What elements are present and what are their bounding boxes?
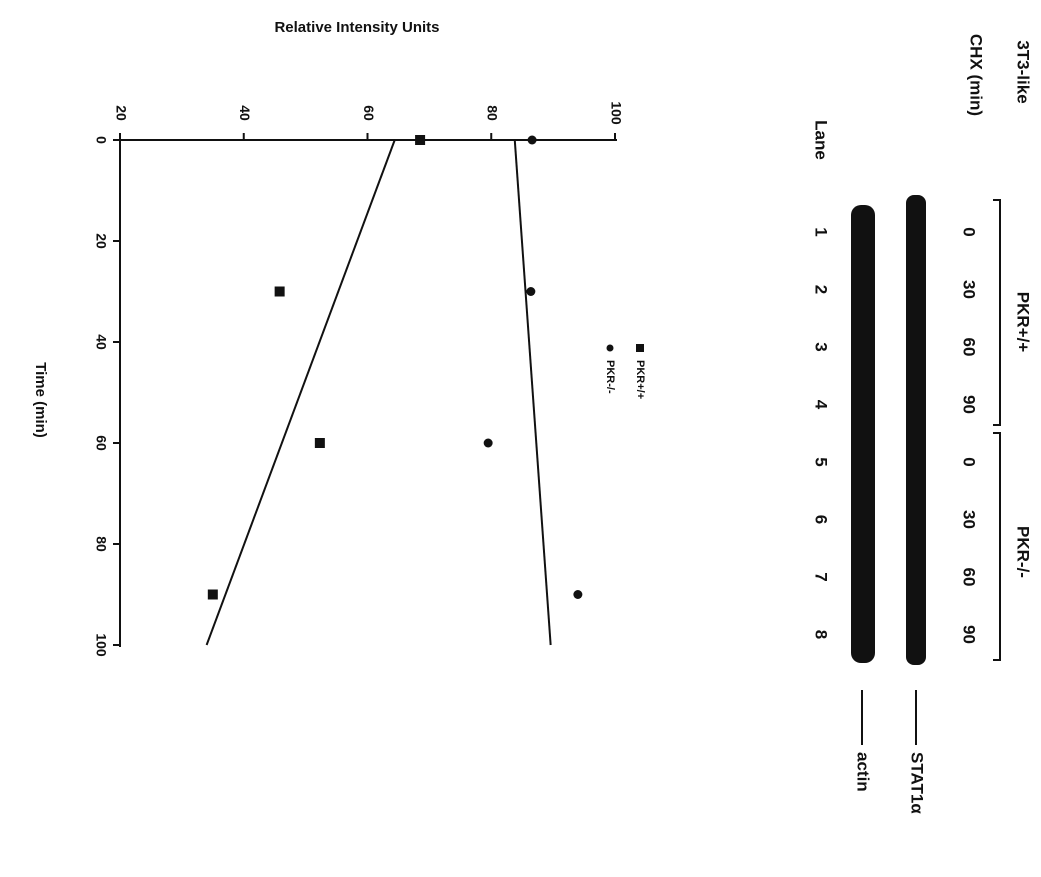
legend-marker	[636, 344, 644, 352]
chx-label: 90	[960, 625, 979, 644]
data-point	[208, 590, 218, 600]
data-point	[484, 439, 493, 448]
chx-label: 60	[960, 338, 979, 357]
time-tick-label: 40	[93, 334, 109, 350]
lane-number: 3	[812, 342, 831, 351]
time-tick-label: 80	[93, 536, 109, 552]
lane-number: 6	[812, 515, 831, 524]
data-point	[573, 590, 582, 599]
fit-line	[515, 140, 551, 645]
legend-label: PKR+/+	[634, 360, 646, 399]
group-label: PKR-/-	[1014, 526, 1033, 578]
lane-number: 7	[812, 572, 831, 581]
value-tick-label: 60	[361, 105, 377, 121]
chx-label: 0	[960, 227, 979, 236]
chx-label: 90	[960, 395, 979, 414]
band-label: STAT1α	[908, 752, 927, 814]
fit-line	[207, 140, 395, 645]
group-bracket	[993, 433, 1000, 660]
lane-number: 2	[812, 285, 831, 294]
lane-number: 1	[812, 227, 831, 236]
value-tick-label: 20	[113, 105, 129, 121]
legend-label: PKR-/-	[604, 360, 616, 394]
data-point	[315, 438, 325, 448]
figure: Relative Intensity Units Time (min) 2040…	[0, 0, 1041, 877]
data-point	[526, 287, 535, 296]
blot-header: 3T3-like	[1014, 40, 1033, 103]
chx-label: 30	[960, 280, 979, 299]
time-tick-label: 100	[93, 633, 109, 657]
legend-marker	[607, 345, 614, 352]
lane-label: Lane	[812, 120, 831, 160]
chx-label: 0	[960, 457, 979, 466]
band-label: actin	[854, 752, 873, 792]
lane-number: 4	[812, 400, 831, 410]
data-point	[275, 287, 285, 297]
value-tick-label: 100	[608, 101, 624, 125]
time-axis-title: Time (min)	[32, 362, 49, 438]
lane-number: 8	[812, 630, 831, 639]
group-label: PKR+/+	[1014, 292, 1033, 353]
treatment-label: CHX (min)	[967, 34, 986, 116]
time-tick-label: 0	[93, 136, 109, 144]
group-bracket	[993, 200, 1000, 425]
actin-band	[851, 205, 875, 663]
lane-number: 5	[812, 457, 831, 466]
value-tick-label: 80	[485, 105, 501, 121]
value-axis-title: Relative Intensity Units	[274, 19, 439, 36]
data-point	[415, 135, 425, 145]
time-tick-label: 60	[93, 435, 109, 451]
chx-label: 30	[960, 510, 979, 529]
chx-label: 60	[960, 568, 979, 587]
time-tick-label: 20	[93, 233, 109, 249]
data-point	[528, 136, 537, 145]
stat1-band	[906, 195, 926, 665]
value-tick-label: 40	[237, 105, 253, 121]
